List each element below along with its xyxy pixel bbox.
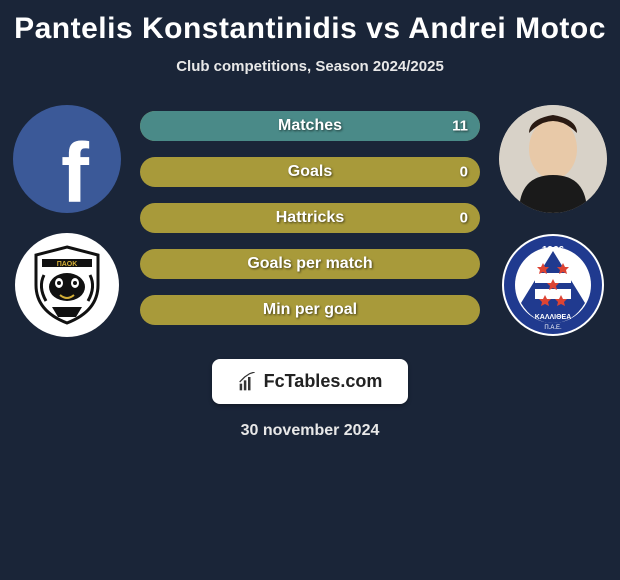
stat-right-value: 0: [460, 164, 468, 181]
facebook-icon: f: [61, 131, 89, 213]
date-text: 30 november 2024: [241, 422, 380, 440]
stats-bars: Matches 11 Goals 0 Hattricks 0: [140, 105, 480, 325]
stat-bar-goals-per-match: Goals per match: [140, 249, 480, 279]
stat-label: Goals: [288, 163, 332, 181]
page-title: Pantelis Konstantinidis vs Andrei Motoc: [14, 12, 606, 46]
stat-label: Matches: [278, 117, 342, 135]
player-left-club-badge: ΠAOK: [15, 233, 119, 337]
stat-label: Goals per match: [247, 255, 372, 273]
stat-bar-min-per-goal: Min per goal: [140, 295, 480, 325]
stat-label: Hattricks: [276, 209, 344, 227]
player-right-avatar: [499, 105, 607, 213]
svg-text:ΚΑΛΛΙΘΕΑ: ΚΑΛΛΙΘΕΑ: [535, 314, 572, 321]
stat-bar-hattricks: Hattricks 0: [140, 203, 480, 233]
stat-bar-goals: Goals 0: [140, 157, 480, 187]
paok-badge-icon: ΠAOK: [32, 245, 102, 325]
comparison-card: Pantelis Konstantinidis vs Andrei Motoc …: [0, 0, 620, 450]
left-column: f ΠAOK: [12, 105, 122, 337]
stat-right-value: 0: [460, 210, 468, 227]
svg-text:ΠAOK: ΠAOK: [57, 261, 78, 268]
stats-area: f ΠAOK: [0, 105, 620, 337]
right-column: 1966 ΚΑΛΛΙΘΕΑ Π.Α.Ε.: [498, 105, 608, 337]
fctables-logo-icon: [238, 372, 258, 392]
player-left-avatar: f: [13, 105, 121, 213]
player-right-club-badge: 1966 ΚΑΛΛΙΘΕΑ Π.Α.Ε.: [501, 233, 605, 337]
brand-box: FcTables.com: [212, 359, 409, 404]
stat-bar-matches: Matches 11: [140, 111, 480, 141]
brand-text: FcTables.com: [264, 371, 383, 392]
kallithea-badge-icon: 1966 ΚΑΛΛΙΘΕΑ Π.Α.Ε.: [501, 233, 605, 337]
subtitle: Club competitions, Season 2024/2025: [176, 58, 444, 75]
stat-label: Min per goal: [263, 301, 357, 319]
svg-text:Π.Α.Ε.: Π.Α.Ε.: [544, 325, 562, 331]
stat-right-value: 11: [452, 118, 468, 135]
player-photo-icon: [499, 105, 607, 213]
